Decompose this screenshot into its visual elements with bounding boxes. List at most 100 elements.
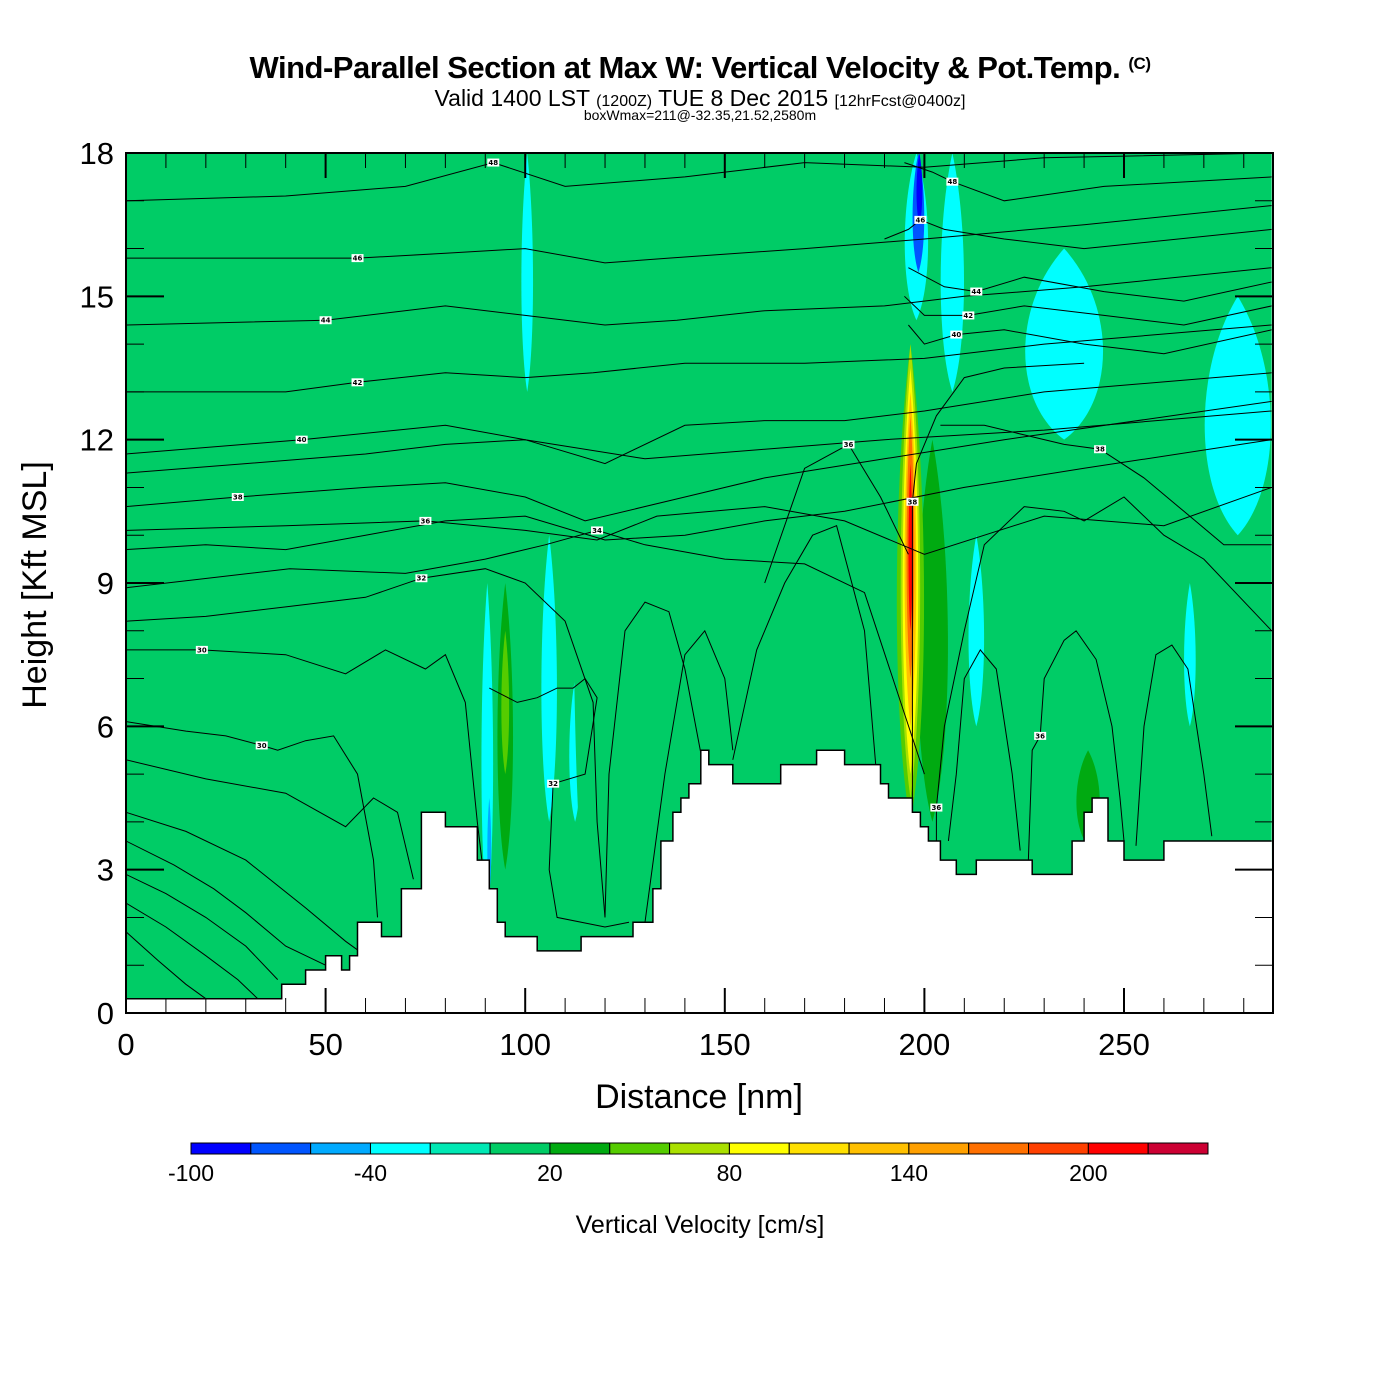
theta-contour-line: [126, 840, 326, 966]
w-field-band: [198, 153, 230, 822]
forecast-info: [12hrFcst@0400z]: [834, 93, 966, 110]
y-tick-label: 18: [80, 136, 114, 171]
colorbar-swatch: [310, 1142, 371, 1155]
w-field-band: [405, 153, 430, 870]
theta-contour-line: [126, 372, 1272, 465]
colorbar-tick-label: -100: [168, 1160, 214, 1186]
x-tick-label: 100: [499, 1027, 551, 1062]
contour-label-bg: [950, 330, 963, 339]
contour-label: 48: [488, 159, 498, 167]
w-field-band: [613, 153, 637, 918]
theta-contour-line: [904, 162, 1272, 202]
theta-contour-line: [604, 601, 706, 918]
colorbar-swatch: [968, 1142, 1030, 1155]
colorbar-tick-label: 80: [717, 1160, 743, 1186]
contour-label: 40: [951, 331, 961, 339]
contour-label: 38: [233, 494, 243, 502]
y-tick-label: 15: [80, 279, 114, 314]
theta-contour-line: [904, 295, 1272, 326]
terrain-fill: [126, 750, 1273, 1013]
contour-label: 40: [297, 436, 307, 444]
theta-contour-line: [126, 931, 207, 1000]
contour-label-bg: [842, 440, 855, 449]
contour-label-bg: [195, 645, 208, 654]
w-field-band: [1144, 439, 1184, 870]
colorbar-swatch: [609, 1142, 671, 1155]
theta-contour-line: [126, 267, 1272, 326]
w-field-band: [685, 153, 709, 822]
chart-title-text: Wind-Parallel Section at Max W: Vertical…: [249, 50, 1121, 85]
contour-label-bg: [914, 215, 927, 224]
w-field-band: [968, 535, 985, 727]
theta-contour-line: [126, 873, 279, 980]
colorbar-swatch: [549, 1142, 611, 1155]
contour-label-bg: [319, 316, 332, 325]
colorbar-swatch: [848, 1142, 910, 1155]
y-tick-labels: 0 3 6 9 12 15 18: [80, 136, 114, 1031]
theta-contour-line: [644, 629, 734, 923]
y-tick-label: 12: [80, 423, 114, 458]
theta-contour-line: [126, 721, 378, 918]
contour-label: 38: [908, 498, 918, 506]
theta-contour-line: [126, 153, 1272, 202]
colorbar-swatch: [190, 1142, 252, 1155]
contour-label-bg: [1034, 731, 1047, 740]
chart-title: Wind-Parallel Section at Max W: Vertical…: [0, 50, 1400, 86]
y-tick-label: 3: [97, 853, 114, 888]
colorbar-swatch: [1087, 1142, 1149, 1155]
w-field-band: [541, 535, 557, 822]
contour-label-bg: [906, 497, 919, 506]
w-field-band: [645, 153, 673, 870]
w-field-band: [916, 439, 948, 822]
w-field-band: [341, 153, 374, 631]
contour-label: 36: [844, 441, 854, 449]
colorbar-tick-label: 200: [1069, 1160, 1107, 1186]
w-field-band: [765, 153, 789, 775]
theta-contour-line: [884, 219, 1272, 250]
contour-label-bg: [419, 516, 432, 525]
y-axis-label: Height [Kft MSL]: [16, 461, 54, 709]
contour-label-bg: [351, 378, 364, 387]
w-field-band: [381, 439, 406, 918]
colorbar-tick-label: -40: [354, 1160, 387, 1186]
x-tick-label: 150: [699, 1027, 751, 1062]
theta-contour-line: [126, 649, 486, 889]
x-tick-label: 0: [117, 1027, 134, 1062]
colorbar-swatch: [908, 1142, 970, 1155]
colorbar-swatch: [369, 1142, 431, 1155]
w-field-band: [1184, 583, 1196, 727]
copyright-mark: (C): [1128, 54, 1151, 73]
valid-time: Valid 1400 LST: [434, 85, 590, 111]
contour-label: 32: [548, 780, 558, 788]
colorbar-swatch: [489, 1142, 551, 1155]
contour-label-bg: [591, 526, 604, 535]
w-field-band: [445, 248, 470, 870]
theta-contour-line: [126, 811, 366, 957]
terrain-outline: [126, 749, 1272, 1000]
contour-label: 46: [916, 216, 926, 224]
contour-label: 30: [257, 742, 267, 750]
theta-contour-line: [1135, 644, 1213, 846]
y-tick-label: 9: [97, 566, 114, 601]
contour-label: 48: [947, 178, 957, 186]
colorbar-swatch: [1147, 1142, 1209, 1155]
colorbar: [190, 1142, 1209, 1155]
w-field-band: [1204, 296, 1271, 536]
theta-contour-line: [126, 759, 414, 880]
contour-label-bg: [930, 803, 943, 812]
theta-contour-line: [126, 410, 1272, 474]
valid-utc: (1200Z): [596, 93, 653, 110]
w-field-band: [1164, 153, 1204, 440]
w-field-band: [262, 153, 294, 966]
w-field-band: [521, 153, 534, 392]
x-tick-label: 50: [308, 1027, 342, 1062]
contour-label: 46: [353, 255, 363, 263]
theta-contour-line: [126, 324, 1272, 393]
theta-contour-line: [126, 439, 1272, 551]
contour-labels: 40 42 44 46 48 38 36 34 32 30 30 32 36 38 38 40 42 44 46 48…: [195, 158, 1107, 812]
colorbar-swatch: [669, 1142, 730, 1155]
theta-contour-line: [126, 568, 606, 918]
colorbar-swatch: [1028, 1142, 1089, 1155]
contour-label: 36: [421, 517, 431, 525]
